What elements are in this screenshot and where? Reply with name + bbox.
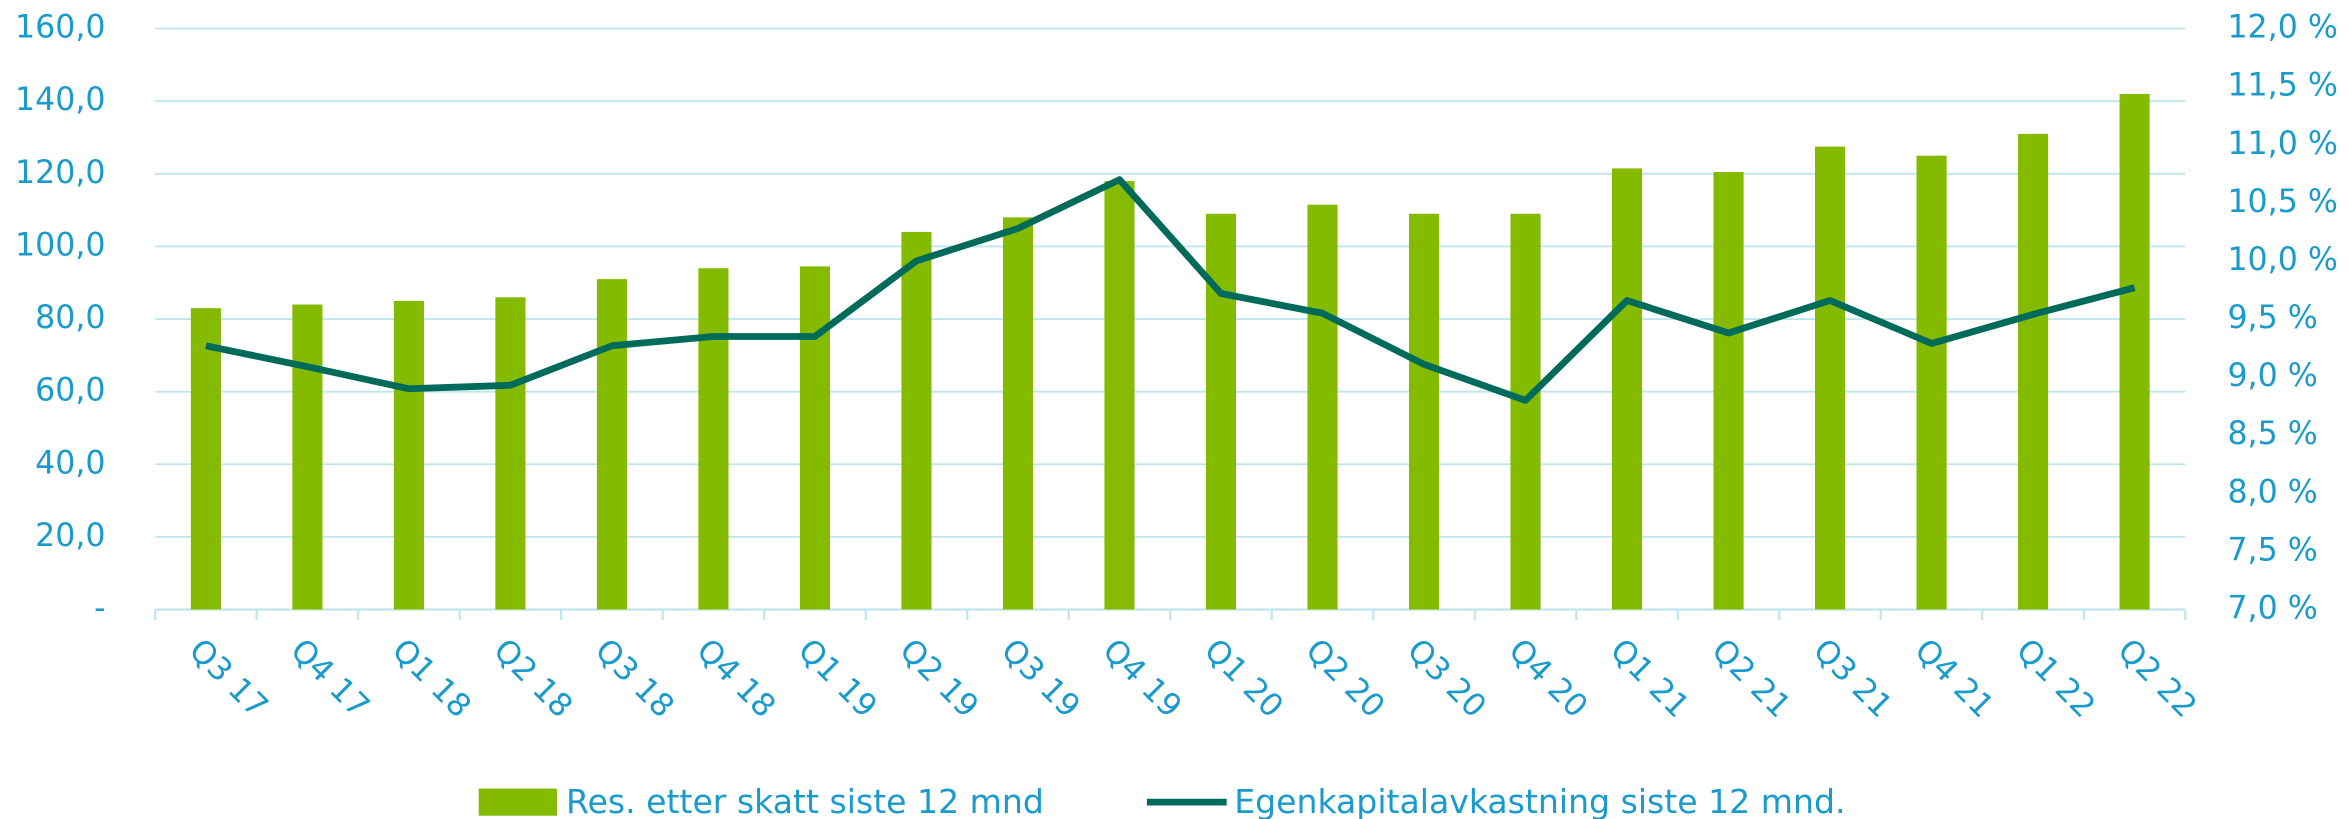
line [205, 176, 2136, 404]
y2-tick-label: 8,0 % [2227, 474, 2317, 510]
y-tick-label: 120,0 [15, 155, 105, 191]
x-tick-label: Q4 20 [1501, 632, 1594, 725]
x-tick-label: Q2 21 [1704, 632, 1797, 725]
y-tick-label: 160,0 [15, 10, 105, 46]
bar [1815, 146, 1846, 610]
x-tick-label: Q1 20 [1197, 632, 1290, 725]
y2-tick-label: 12,0 % [2227, 10, 2337, 46]
x-tick-label: Q3 21 [1806, 632, 1899, 725]
y-tick-label: 100,0 [15, 227, 105, 263]
x-tick-label: Q3 20 [1400, 632, 1493, 725]
x-tick-label: Q3 17 [182, 632, 275, 725]
x-tick-label: Q2 18 [486, 632, 579, 725]
y2-tick-label: 11,0 % [2227, 126, 2337, 162]
x-tick-label: Q2 19 [892, 632, 985, 725]
y-tick-label: 140,0 [15, 82, 105, 118]
x-tick-label: Q1 19 [791, 632, 884, 725]
x-tick-label: Q1 22 [2009, 632, 2102, 725]
y2-tick-label: 9,0 % [2227, 358, 2317, 394]
bar [901, 231, 932, 610]
bar [799, 266, 831, 610]
bar [1002, 217, 1034, 610]
x-tick-label: Q3 18 [588, 632, 681, 725]
y-tick-label: - [94, 591, 105, 627]
y-tick-label: 60,0 [35, 373, 105, 409]
y2-tick-label: 7,5 % [2227, 532, 2317, 568]
x-tick-label: Q4 17 [283, 632, 376, 725]
bar [1205, 213, 1237, 610]
bar [2018, 133, 2049, 610]
bar [1713, 172, 1744, 610]
x-tick-label: Q1 18 [385, 632, 478, 725]
bar [1307, 204, 1338, 610]
bar [1916, 155, 1947, 610]
y2-tick-label: 10,0 % [2227, 242, 2337, 278]
x-tick-label: Q3 19 [994, 632, 1087, 725]
bar [1408, 213, 1440, 610]
bar [190, 308, 221, 610]
y2-tick-label: 10,5 % [2227, 184, 2337, 220]
x-tick-label: Q4 19 [1095, 632, 1188, 725]
x-tick-label: Q2 22 [2111, 632, 2204, 725]
legend-swatch [478, 788, 557, 816]
y-tick-label: 80,0 [35, 300, 105, 336]
x-tick-label: Q1 21 [1603, 632, 1696, 725]
bar [292, 304, 323, 610]
legend-label: Res. etter skatt siste 12 mnd [566, 782, 1044, 819]
y2-tick-label: 8,5 % [2227, 416, 2317, 452]
y-tick-label: 20,0 [35, 518, 105, 554]
bar [1510, 213, 1541, 610]
bar [596, 279, 627, 610]
bar [1104, 181, 1135, 610]
y2-tick-label: 9,5 % [2227, 300, 2317, 336]
bar [2119, 93, 2150, 610]
bar [495, 297, 526, 610]
bar [1611, 168, 1643, 610]
y2-tick-label: 11,5 % [2227, 68, 2337, 104]
x-tick-label: Q2 20 [1298, 632, 1391, 725]
legend-label: Egenkapitalavkastning siste 12 mnd. [1234, 782, 1845, 819]
bar [698, 268, 729, 610]
y2-tick-label: 7,0 % [2227, 591, 2317, 627]
y-tick-label: 40,0 [35, 445, 105, 481]
x-tick-label: Q4 21 [1907, 632, 2000, 725]
x-tick-label: Q4 18 [689, 632, 782, 725]
bar [393, 300, 424, 610]
